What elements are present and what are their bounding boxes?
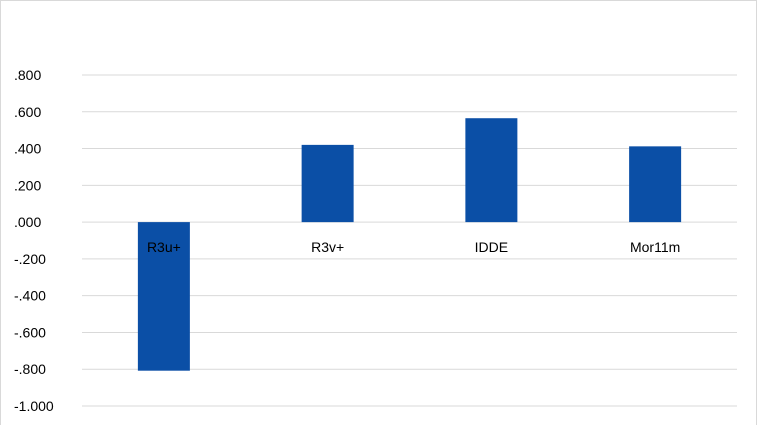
- y-tick-label: -.600: [14, 324, 46, 340]
- y-tick-label: .000: [14, 214, 41, 230]
- gridlines: [82, 74, 737, 407]
- category-label: R3v+: [311, 239, 344, 255]
- y-tick-label: -.200: [14, 251, 46, 267]
- category-labels: R3u+ R3v+ IDDE Mor11m: [147, 239, 680, 255]
- y-tick-label: -1.000: [14, 398, 54, 414]
- y-tick-label: -.400: [14, 288, 46, 304]
- bar-idde: [465, 118, 518, 223]
- y-tick-label: .600: [14, 104, 41, 120]
- y-tick-label: .800: [14, 67, 41, 83]
- bar-r3v-: [301, 144, 354, 223]
- y-tick-label: .400: [14, 141, 41, 157]
- bars: [137, 118, 682, 371]
- category-label: IDDE: [475, 239, 508, 255]
- bar-r3u-: [137, 222, 190, 371]
- category-label: Mor11m: [630, 239, 680, 255]
- y-axis-ticks: .800 .600 .400 .200 .000 -.200 -.400 -.600 -.800…: [14, 67, 54, 414]
- y-tick-label: -.800: [14, 361, 46, 377]
- bar-mor11m: [629, 146, 682, 223]
- y-tick-label: .200: [14, 177, 41, 193]
- category-label: R3u+: [147, 239, 181, 255]
